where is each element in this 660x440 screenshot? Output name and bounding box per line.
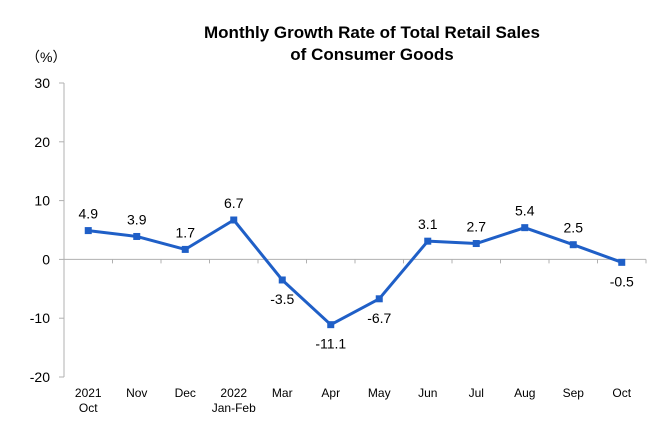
x-tick-label: 2022 <box>220 386 247 400</box>
x-tick-label: Jun <box>418 386 437 400</box>
x-tick-label: Oct <box>612 386 631 400</box>
x-tick-label: Nov <box>126 386 147 400</box>
y-tick-label: 20 <box>34 134 50 150</box>
data-point-marker <box>327 321 335 329</box>
data-point-marker <box>230 216 238 224</box>
data-labels: 4.9 3.9 1.7 6.7 -3.5 -11.1 -6.7 3.1 2.7 5.4 2.5 -0.… <box>79 195 635 352</box>
series-line <box>88 218 623 327</box>
data-label: 6.7 <box>224 195 244 211</box>
data-point-marker <box>424 237 432 245</box>
y-axis-unit: （%） <box>26 49 66 65</box>
x-tick-label: 2021 <box>75 386 102 400</box>
x-tick-label: Oct <box>79 401 98 415</box>
data-label: 3.1 <box>418 216 438 232</box>
y-tick-label: -10 <box>30 310 50 326</box>
y-tick-label: 30 <box>34 75 50 91</box>
data-markers <box>84 216 626 329</box>
chart-title-line-2: of Consumer Goods <box>290 45 453 64</box>
y-tick-label: 0 <box>42 251 50 267</box>
data-label: 3.9 <box>127 211 147 227</box>
data-label: 2.5 <box>564 220 584 236</box>
x-tick-label: Jul <box>469 386 484 400</box>
y-tick-label: 10 <box>34 193 50 209</box>
y-axis-ticks: 30 20 10 0 -10 -20 <box>30 75 64 385</box>
data-point-marker <box>375 295 383 303</box>
x-tick-label: May <box>368 386 391 400</box>
data-label: -6.7 <box>367 310 391 326</box>
x-tick-label: Aug <box>514 386 535 400</box>
x-tick-label: Apr <box>321 386 340 400</box>
data-label: 5.4 <box>515 203 535 219</box>
y-tick-label: -20 <box>30 369 50 385</box>
data-point-marker <box>278 276 286 284</box>
x-tick-label: Sep <box>563 386 585 400</box>
x-tick-label: Dec <box>175 386 196 400</box>
data-point-marker <box>472 240 480 248</box>
data-label: 4.9 <box>79 206 99 222</box>
data-point-marker <box>84 227 92 235</box>
data-point-marker <box>133 232 141 240</box>
data-label: -3.5 <box>270 291 294 307</box>
data-label: 1.7 <box>176 224 196 240</box>
data-label: -11.1 <box>315 336 346 352</box>
x-tick-label: Mar <box>272 386 293 400</box>
data-point-marker <box>569 241 577 249</box>
data-point-marker <box>181 245 189 253</box>
data-point-marker <box>618 258 626 266</box>
data-label: 2.7 <box>467 219 487 235</box>
data-label: -0.5 <box>610 273 634 289</box>
data-point-marker <box>521 224 529 232</box>
chart-title-line-1: Monthly Growth Rate of Total Retail Sale… <box>204 23 540 42</box>
x-tick-label: Jan-Feb <box>212 401 256 415</box>
